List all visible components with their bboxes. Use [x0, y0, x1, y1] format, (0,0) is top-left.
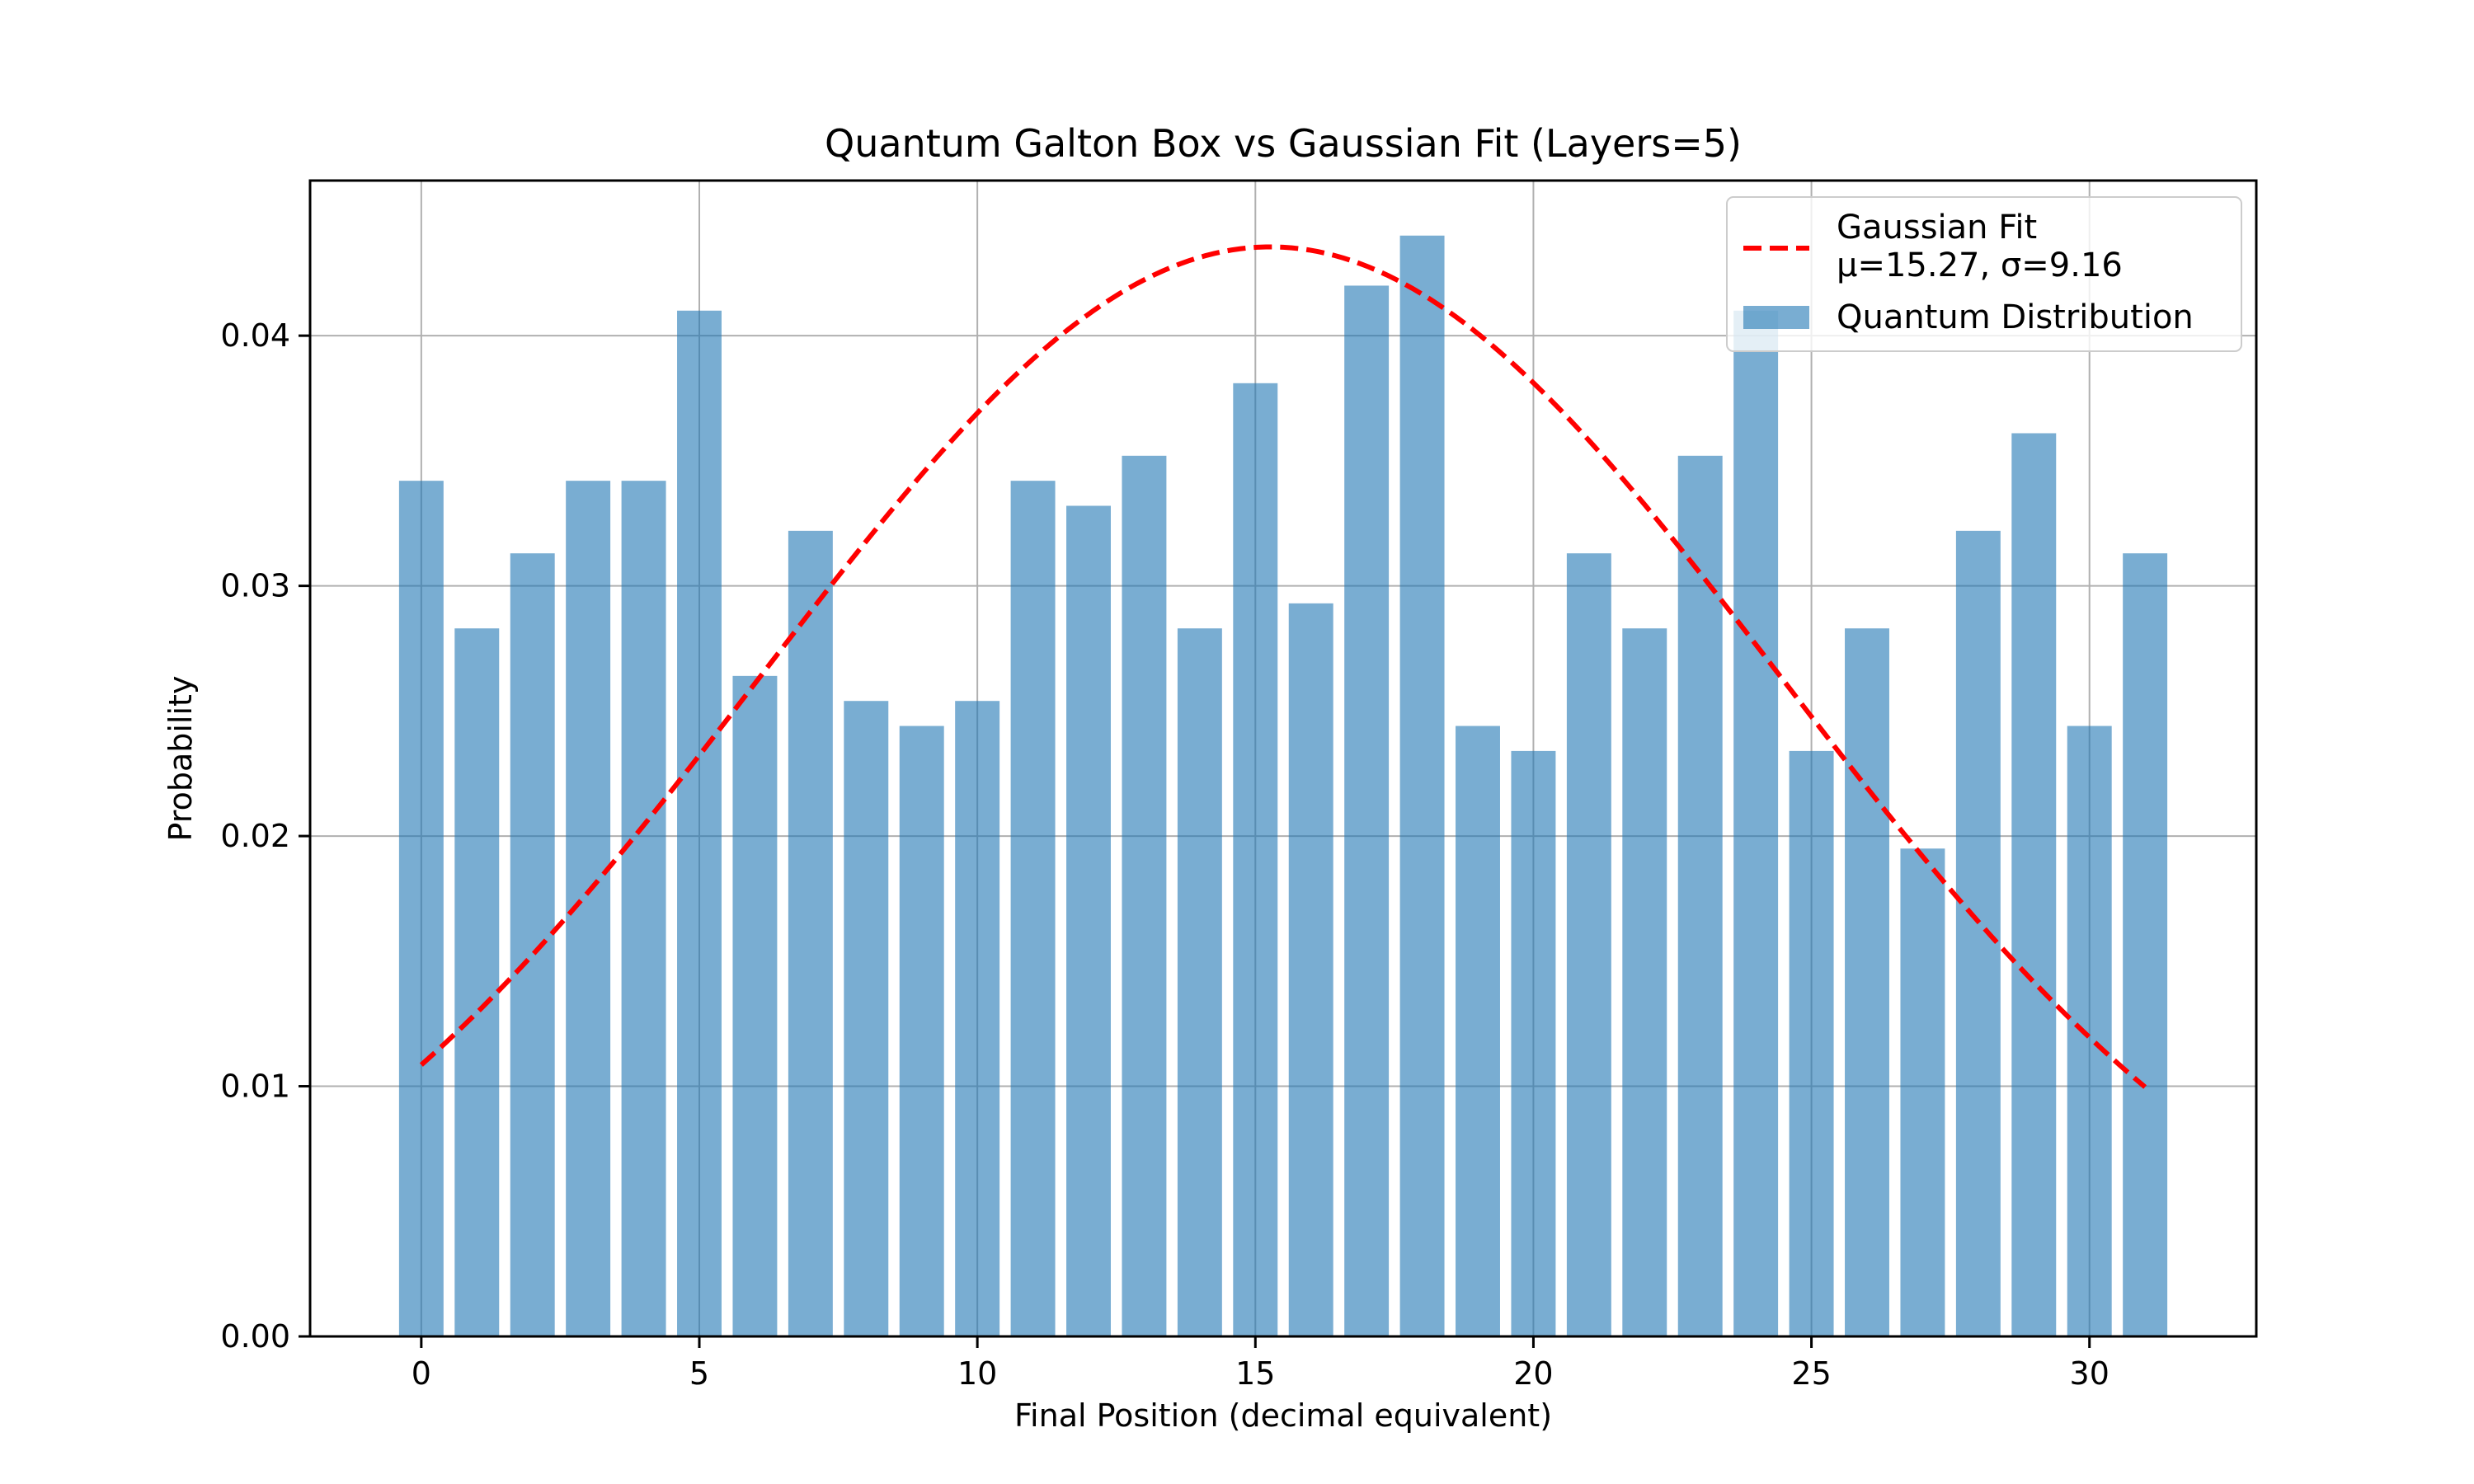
- x-tick-label: 30: [2070, 1355, 2109, 1392]
- plot-frame: [308, 179, 2258, 1338]
- bar: [1511, 750, 1556, 1336]
- bar: [1456, 726, 1500, 1336]
- axes: [308, 179, 2258, 1338]
- legend-label-gaussian-params: μ=15.27, σ=9.16: [1837, 247, 2123, 284]
- bar: [454, 628, 500, 1336]
- bar: [621, 481, 666, 1337]
- bar: [2011, 433, 2057, 1337]
- bar: [788, 530, 833, 1336]
- bar: [1122, 455, 1167, 1336]
- x-tick-label: 20: [1513, 1355, 1553, 1392]
- y-tick-label: 0.04: [220, 317, 290, 354]
- bar: [1733, 310, 1779, 1336]
- y-axis-label: Probability: [162, 676, 199, 842]
- bar: [899, 726, 944, 1336]
- bar: [955, 701, 1000, 1336]
- bar: [2123, 553, 2168, 1336]
- bar: [1677, 455, 1723, 1336]
- x-tick-label: 15: [1235, 1355, 1275, 1392]
- y-tick-label: 0.01: [220, 1068, 290, 1105]
- bar: [1622, 628, 1667, 1336]
- gaussian-fit-line: [419, 244, 2147, 1089]
- bar: [1845, 628, 1889, 1336]
- chart-title: Quantum Galton Box vs Gaussian Fit (Laye…: [825, 121, 1742, 166]
- bar: [1789, 750, 1834, 1336]
- bar: [510, 553, 555, 1336]
- bar: [1288, 603, 1333, 1336]
- bar: [1066, 505, 1111, 1336]
- x-tick-label: 10: [957, 1355, 997, 1392]
- x-axis-label: Final Position (decimal equivalent): [1014, 1397, 1552, 1434]
- y-tick-label: 0.02: [220, 818, 290, 854]
- bar: [1566, 553, 1611, 1336]
- legend-label-gaussian-title: Gaussian Fit: [1837, 209, 2037, 247]
- bar: [398, 481, 444, 1337]
- legend-box: [1726, 196, 2242, 352]
- x-tick-label: 5: [689, 1355, 709, 1392]
- x-tick-label: 25: [1791, 1355, 1831, 1392]
- legend-label-quantum: Quantum Distribution: [1837, 298, 2194, 336]
- bar: [1955, 530, 2001, 1336]
- bar: [2067, 726, 2112, 1336]
- bar: [1177, 628, 1222, 1336]
- legend-bar-marker: [1743, 306, 1809, 329]
- bar: [1344, 285, 1390, 1336]
- bar: [677, 310, 722, 1336]
- bar: [1233, 383, 1278, 1337]
- bar: [844, 701, 889, 1336]
- bar: [1900, 848, 1945, 1336]
- gaussian-fit-series: [419, 244, 2147, 1089]
- x-tick-label: 0: [412, 1355, 431, 1392]
- bar: [1010, 481, 1056, 1337]
- y-tick-label: 0.00: [220, 1318, 290, 1355]
- bar: [1399, 235, 1445, 1336]
- bar: [732, 675, 778, 1336]
- ticks: 0 5 10 15 20 25 30 0.00 0.01 0.02 0.03 0.04: [220, 317, 2109, 1392]
- y-tick-label: 0.03: [220, 568, 290, 604]
